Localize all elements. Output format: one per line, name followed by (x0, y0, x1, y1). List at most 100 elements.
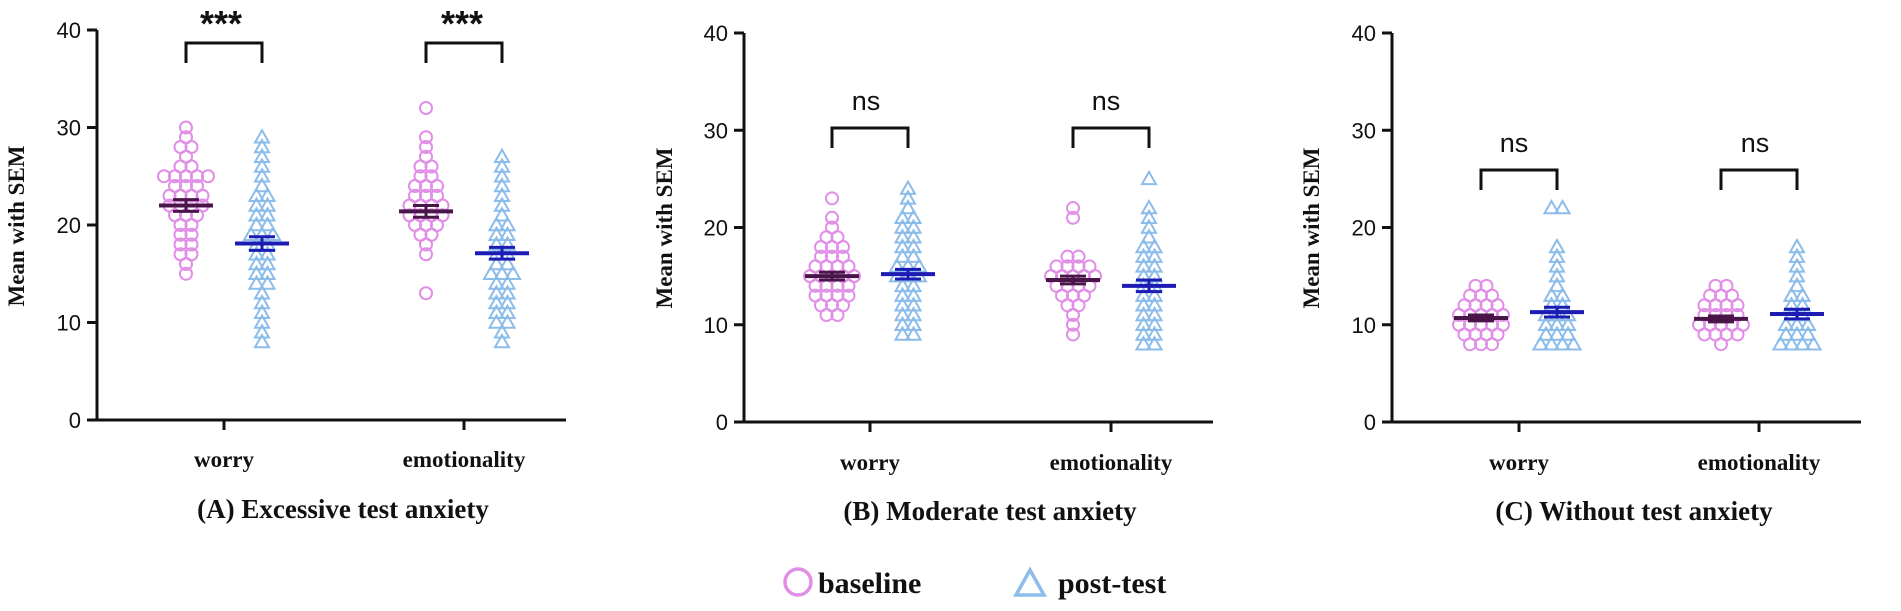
panel-a-emotionality-post-test-point (493, 157, 511, 173)
panel-b-emotionality-post-test-point (1134, 296, 1153, 312)
panel-b-worry-post-test-point (904, 325, 923, 341)
panel-a-emotionality-post-test-point (487, 313, 506, 329)
panel-a-worry-post-test-point (253, 167, 271, 183)
panel-b-worry-post-test-point (904, 228, 923, 244)
panel-c-emotionality-baseline-point (1719, 278, 1734, 293)
panel-a-ytick-label-20: 20 (57, 213, 81, 238)
panel-a-title: (A) Excessive test anxiety (197, 494, 489, 524)
panel-b-emotionality-post-test-point (1140, 199, 1158, 215)
panel-b-ylabel: Mean with SEM (652, 147, 677, 308)
panel-a-emotionality-post-test-point (487, 284, 506, 300)
panel-c-emotionality-post-test-point (1788, 267, 1806, 283)
panel-b-emotionality-post-test-point (1140, 169, 1158, 186)
panel-c-emotionality-post-test-point (1788, 315, 1806, 331)
panel-b-worry-baseline-point (841, 288, 856, 303)
panel-a-emotionality-post-test-point (487, 225, 506, 241)
panel-c-sig-bracket-emotionality (1719, 168, 1799, 190)
panel-b-worry-baseline-point (825, 191, 839, 206)
panel-a-worry-post-test-point (253, 128, 271, 144)
panel-a: Mean with SEM worry emotionality (A) Exc… (4, 3, 566, 524)
panel-a-emotionality-baseline-point (430, 188, 444, 203)
panel-a-emotionality-baseline-point (419, 101, 433, 115)
panel-b-worry-baseline-point (825, 220, 839, 235)
panel-a-ytick-label-30: 30 (57, 116, 81, 141)
panel-b-worry-post-test-point (899, 189, 917, 205)
panel-c-emotionality-post-test-point (1788, 276, 1806, 293)
panel-b-emotionality-baseline-point (1066, 317, 1080, 332)
panel-b-title: (B) Moderate test anxiety (843, 496, 1137, 526)
panel-b-emotionality-post-test-point (1145, 257, 1164, 273)
panel-b-emotionality-post-test-point (1134, 257, 1153, 273)
panel-a-worry-post-test-point (253, 313, 271, 329)
panel-c-worry-post-test-point (1548, 315, 1566, 331)
panel-a-emotionality-post-test-point (482, 264, 500, 280)
panel-b-emotionality-baseline-point (1066, 210, 1080, 225)
panel-c-xtick-emotionality: emotionality (1698, 450, 1821, 475)
panel-a-emotionality-post-test-point (498, 215, 517, 232)
panel-a-emotionality-baseline-point (424, 169, 439, 184)
panel-a-emotionality-post-test-point (493, 186, 511, 202)
panel-a-worry-post-test-point (258, 245, 277, 261)
panel-a-worry-post-test-point (253, 157, 271, 173)
panel-b-emotionality-baseline-point (1066, 327, 1080, 342)
panel-a-worry-baseline-point (184, 247, 199, 262)
panel-c: Mean with SEM worry emotionality (C) Wit… (1299, 21, 1861, 526)
panel-c-emotionality-post-test-point (1782, 286, 1801, 302)
panel-b-worry-baseline-point (836, 249, 850, 264)
panel-a-worry-post-test-point (247, 186, 266, 202)
panel-a-emotionality-post-test-point (493, 264, 511, 280)
panel-b-worry-post-test-point (904, 237, 923, 254)
panel-a-emotionality-baseline-point (435, 208, 450, 223)
panel-c-emotionality-post-test-point (1804, 335, 1823, 351)
panel-b-emotionality-post-test-point (1145, 315, 1164, 331)
panel-c-sig-emotionality: ns (1741, 128, 1770, 158)
legend-post-test-marker (1013, 566, 1047, 597)
panel-c-emotionality-post-test-point (1788, 247, 1806, 263)
panel-c-worry-post-test-point (1548, 247, 1566, 263)
panel-a-worry-post-test-point (253, 137, 271, 154)
panel-a-emotionality-post-test-point (487, 303, 506, 319)
panel-a-xtick-worry: worry (194, 447, 255, 472)
panel-a-emotionality-baseline-point (419, 130, 433, 145)
panel-a-worry-post-test-point (247, 196, 266, 212)
panel-c-ytick-label-10: 10 (1352, 313, 1376, 338)
panel-b-emotionality-baseline-point (1082, 259, 1097, 274)
panel-a-sig-worry: *** (200, 3, 242, 44)
panel-c-worry-post-test-point (1537, 325, 1555, 341)
panel-b-emotionality-post-test-point (1134, 335, 1153, 351)
legend-post-test-label: post-test (1058, 567, 1166, 600)
panel-a-sig-bracket-worry (184, 41, 264, 63)
panel-b-emotionality-post-test-point (1140, 228, 1158, 244)
panel-b-worry-post-test-point (904, 218, 923, 234)
panel-a-worry-post-test-point (253, 323, 271, 339)
panel-a-emotionality-post-test-point (498, 293, 517, 310)
panel-a-worry-baseline-point (179, 266, 193, 281)
panel-c-worry-post-test-point (1542, 335, 1561, 351)
panel-a-emotionality-baseline-point (419, 149, 433, 164)
panel-b-emotionality-post-test-point (1145, 296, 1164, 312)
legend: baseline post-test (783, 566, 1166, 600)
panel-b-emotionality-post-test-point (1145, 286, 1164, 302)
panel-b-worry-post-test-point (893, 247, 912, 263)
panel-a-emotionality-post-test-point (498, 235, 517, 251)
panel-c-worry-post-test-point (1531, 335, 1550, 351)
panel-c-emotionality-post-test-point (1799, 325, 1817, 341)
panel-b-worry-post-test-point (904, 247, 923, 263)
panel-b-emotionality-post-test-point (1140, 208, 1158, 225)
panel-a-worry-post-test-point (258, 264, 277, 280)
panel-a-sig-bracket-emotionality (424, 41, 504, 63)
panel-b-xtick-emotionality: emotionality (1050, 450, 1173, 475)
panel-b-emotionality-post-test-point (1145, 247, 1164, 263)
panel-b-emotionality-post-test-point (1145, 335, 1164, 351)
panel-b-marks (803, 169, 1176, 351)
panel-b-worry-post-test-point (893, 208, 912, 225)
panel-a-emotionality-post-test-point (498, 313, 517, 329)
panel-a-worry-post-test-point (253, 303, 271, 319)
panel-c-worry-post-test-point (1553, 335, 1572, 351)
panel-c-ytick-label-20: 20 (1352, 216, 1376, 241)
panel-a-emotionality-post-test-point (493, 176, 511, 193)
panel-c-emotionality-post-test-point (1771, 335, 1790, 351)
panel-b-worry-post-test-point (904, 315, 923, 331)
panel-b-worry-post-test-point (888, 257, 906, 273)
panel-a-sig-emotionality: *** (441, 3, 483, 44)
